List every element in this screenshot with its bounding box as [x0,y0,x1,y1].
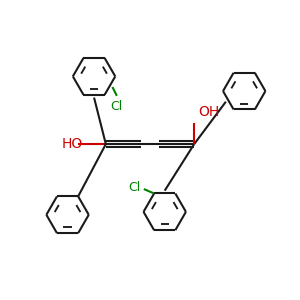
Text: Cl: Cl [111,100,123,113]
Text: Cl: Cl [129,181,141,194]
Text: HO: HO [62,137,83,151]
Text: OH: OH [199,105,220,119]
